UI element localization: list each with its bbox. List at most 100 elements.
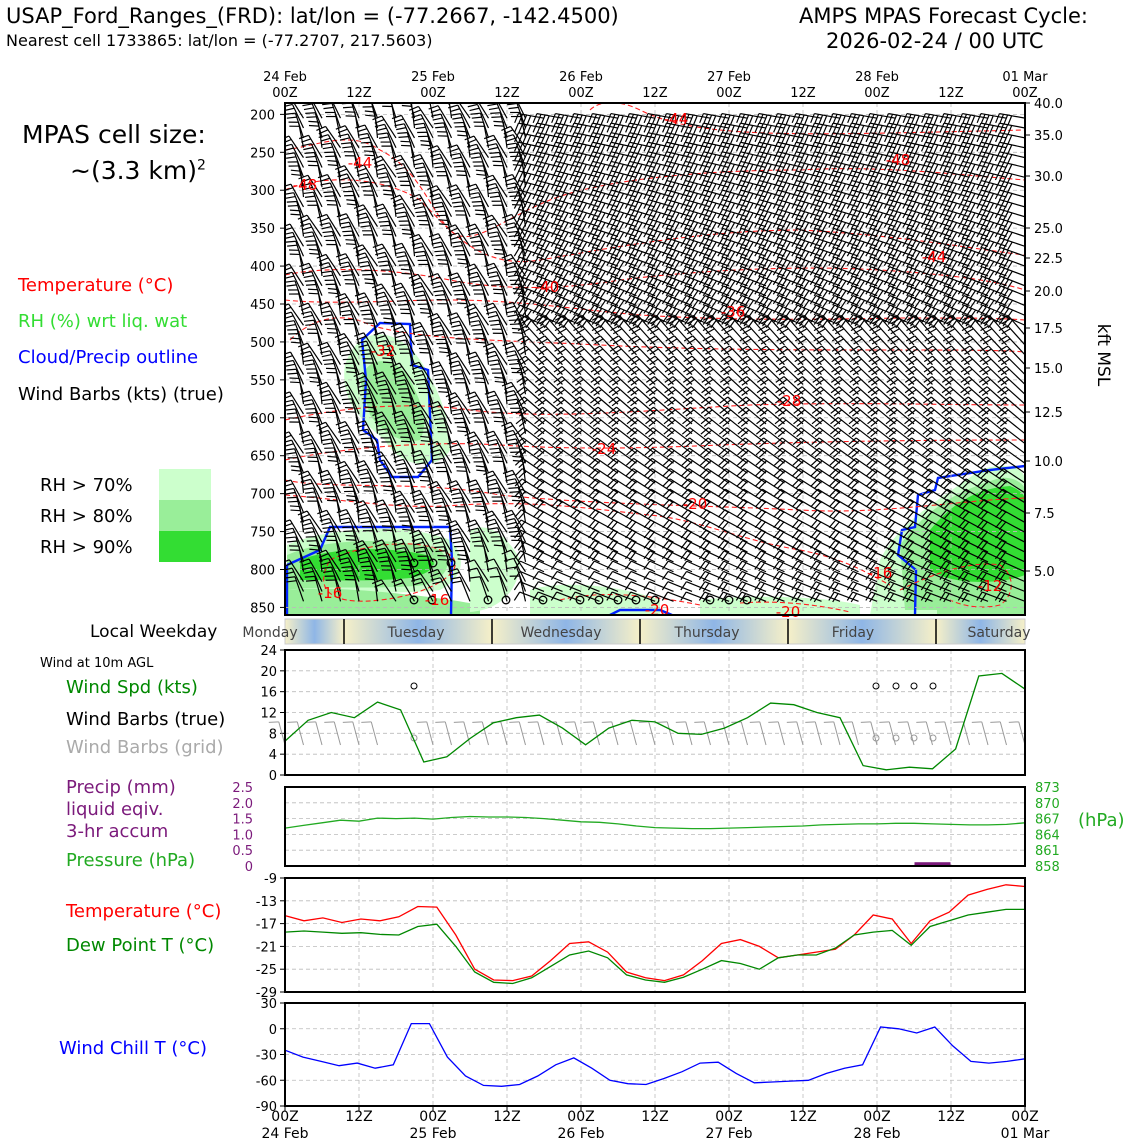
wind-barb-feather: [855, 134, 861, 144]
wind-barb-feather: [669, 172, 676, 183]
wind-barb: [920, 208, 952, 222]
wind-barb-feather: [970, 144, 976, 155]
wind-barb-feather: [821, 193, 828, 203]
wind-barb-feather: [1007, 115, 1013, 126]
wind-barb-staff: [851, 189, 878, 198]
wind-barb-staff: [685, 247, 711, 257]
wind-barb-feather: [980, 239, 987, 249]
wind-barb-feather: [359, 221, 370, 224]
wind-barb-feather: [784, 212, 791, 222]
wind-barb-feather: [710, 319, 718, 329]
wind-barb-feather: [673, 173, 680, 184]
wind-barb-feather: [559, 163, 565, 173]
wind-barb-feather: [910, 221, 917, 231]
wind-barb-feather: [624, 237, 631, 247]
wind-barb-feather: [673, 232, 680, 242]
wind-barb-feather: [365, 114, 376, 117]
wind-barb: [828, 266, 859, 280]
wind-barb-feather: [762, 153, 768, 164]
wind-barb-feather: [914, 232, 921, 242]
wind-barb-staff: [519, 237, 545, 247]
wind-barb-feather: [758, 123, 764, 134]
wind-barb-feather: [717, 208, 724, 219]
wind-barb-feather: [618, 241, 625, 251]
wind-barb-feather: [725, 250, 732, 260]
wind-barb: [643, 237, 674, 251]
wind-barb-feather: [932, 193, 939, 203]
wind-barb-feather: [795, 248, 802, 258]
wind-barb-feather: [544, 144, 550, 155]
wind-barb-feather: [883, 180, 890, 190]
wind-barb-feather: [910, 124, 916, 135]
wind-barb-feather: [851, 142, 857, 153]
wind-barb-feather: [688, 163, 694, 173]
wind-barb-feather: [813, 239, 820, 249]
wind-barb-feather: [702, 200, 709, 210]
wind-barb-feather: [522, 134, 528, 144]
wind-barb-staff: [423, 123, 434, 148]
wind-barb: [487, 103, 508, 129]
wind-barb-feather: [359, 136, 370, 140]
wind-barb-feather: [674, 125, 680, 135]
wind-barb-feather: [851, 123, 857, 134]
wind-barb-feather: [994, 208, 1001, 219]
wind-barb: [587, 218, 619, 232]
wind-barb-feather: [300, 218, 310, 224]
wind-barb-staff: [440, 113, 453, 139]
wind-barb-feather: [599, 241, 606, 251]
wind-barb-feather: [569, 142, 575, 152]
wind-barb-feather: [661, 218, 668, 228]
wind-barb-feather: [739, 200, 746, 210]
wind-barb-feather: [684, 181, 690, 191]
cell-size-label: MPAS cell size:: [22, 120, 206, 149]
wind-barb-staff: [537, 189, 563, 198]
wind-barb-feather: [895, 173, 902, 184]
wind-barb-feather: [448, 104, 458, 109]
wind-barb-feather: [651, 259, 658, 269]
wind-barb-feather: [577, 114, 583, 125]
wind-barb-feather: [758, 258, 765, 268]
wind-barb-feather: [505, 182, 516, 186]
wind-barb-feather: [680, 142, 686, 152]
wind-barb-feather: [961, 210, 968, 220]
wind-barb-feather: [913, 280, 921, 290]
wind-barb: [643, 112, 674, 126]
wind-barb-feather: [902, 170, 908, 181]
wind-barb-feather: [858, 261, 865, 271]
wind-barb: [828, 132, 859, 145]
wind-barb-feather: [521, 250, 528, 260]
wind-barb-feather: [851, 152, 857, 163]
wind-barb-feather: [920, 256, 928, 267]
wind-barb-feather: [821, 183, 828, 193]
wind-barb-feather: [445, 224, 456, 230]
wind-barb-feather: [390, 194, 401, 200]
wind-barb-feather: [285, 107, 295, 112]
wind-barb: [464, 263, 490, 287]
wind-barb-feather: [452, 161, 463, 164]
wind-barb-feather: [1006, 261, 1013, 271]
wind-barb-feather: [466, 143, 477, 148]
cell-size-superscript: 2: [197, 157, 206, 174]
wind-barb-feather: [508, 191, 519, 194]
wind-barb-feather: [632, 201, 639, 212]
wind-barb-staff: [556, 237, 582, 247]
wind-barb: [532, 218, 563, 232]
wind-barb-feather: [599, 251, 606, 261]
wind-barb-feather: [472, 204, 483, 207]
wind-barb-feather: [688, 240, 695, 250]
wind-barb: [493, 120, 508, 148]
wind-barb-feather: [803, 144, 809, 155]
wind-barb-feather: [828, 247, 835, 257]
wind-barb-feather: [984, 124, 990, 135]
wind-barb-feather: [865, 189, 871, 200]
wind-barb-feather: [947, 163, 953, 173]
wind-barb-feather: [665, 258, 672, 268]
wind-barb-staff: [593, 256, 619, 267]
wind-barb: [335, 253, 360, 277]
wind-barb: [466, 143, 490, 168]
wind-barb-feather: [379, 264, 390, 267]
wind-barb-feather: [319, 177, 330, 182]
wind-barb-staff: [759, 256, 785, 267]
wind-barb-feather: [633, 124, 639, 135]
wind-barb-feather: [402, 232, 413, 236]
